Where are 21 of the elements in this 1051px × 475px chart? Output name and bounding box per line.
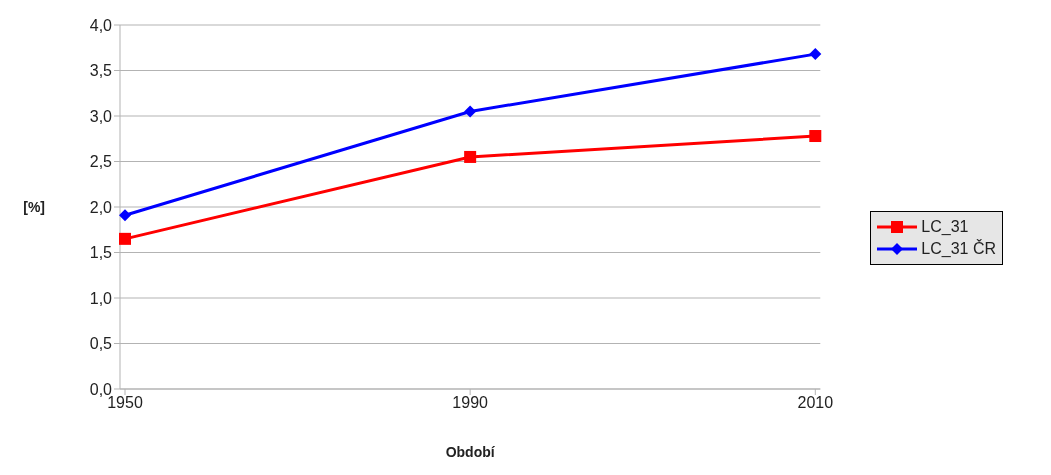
y-tick-label: 2,0 — [89, 198, 113, 216]
x-tick-label: 1950 — [107, 394, 143, 412]
point — [119, 232, 131, 245]
x-tick-label: 1990 — [452, 394, 489, 412]
y-tick-label: 2,5 — [89, 153, 113, 171]
y-tick-label: 1,0 — [89, 289, 113, 307]
y-tick-label: 3,0 — [89, 107, 113, 125]
point — [119, 209, 131, 222]
point — [464, 105, 477, 118]
y-tick-label: 1,5 — [89, 244, 113, 262]
legend-label: LC_31 — [921, 217, 969, 236]
x-tick-label: 2010 — [797, 394, 834, 412]
point — [809, 130, 822, 143]
point — [464, 150, 477, 163]
point — [809, 48, 822, 61]
y-tick-label: 0,5 — [89, 335, 113, 353]
y-tick-label: 3,5 — [89, 62, 113, 80]
x-axis-title: Období — [445, 443, 496, 460]
y-axis-title: [%] — [23, 198, 45, 215]
legend-label: LC_31 ČR — [921, 239, 996, 258]
y-tick-label: 4,0 — [89, 16, 113, 34]
